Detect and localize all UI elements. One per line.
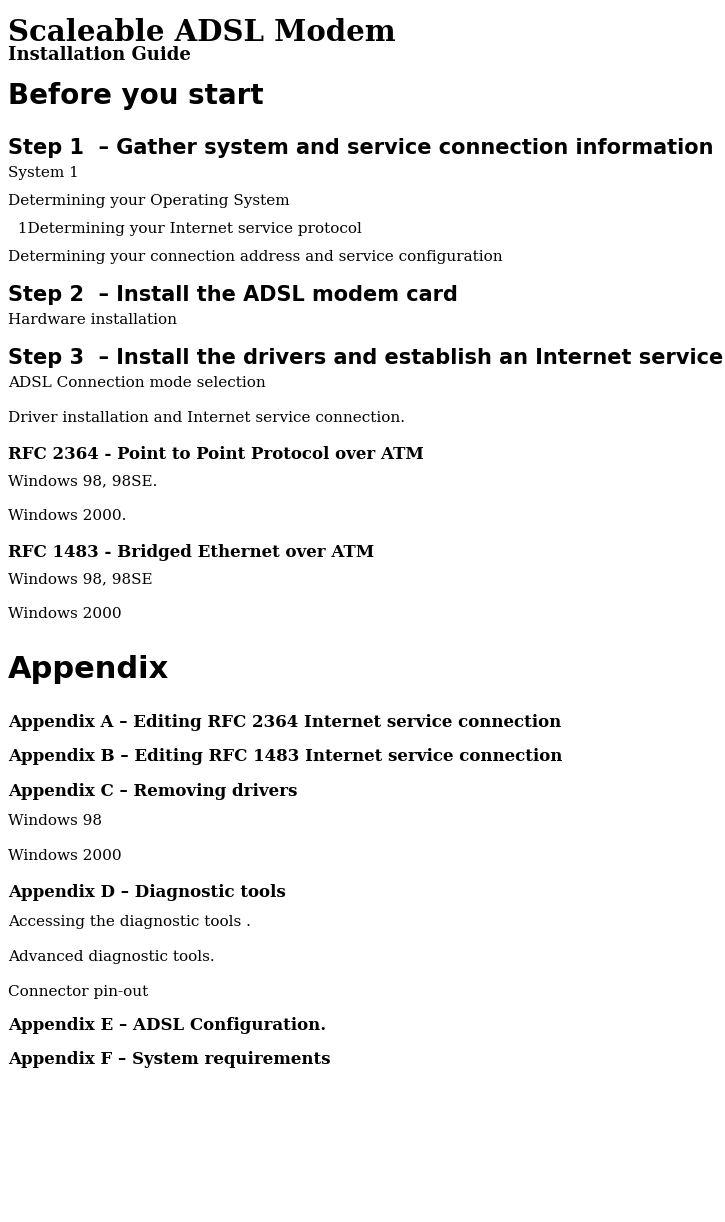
Text: Appendix D – Diagnostic tools: Appendix D – Diagnostic tools xyxy=(8,884,286,901)
Text: 1Determining your Internet service protocol: 1Determining your Internet service proto… xyxy=(8,222,362,236)
Text: Determining your Operating System: Determining your Operating System xyxy=(8,194,289,208)
Text: Advanced diagnostic tools.: Advanced diagnostic tools. xyxy=(8,949,215,964)
Text: Determining your connection address and service configuration: Determining your connection address and … xyxy=(8,251,502,264)
Text: Scaleable ADSL Modem: Scaleable ADSL Modem xyxy=(8,18,396,46)
Text: Windows 2000: Windows 2000 xyxy=(8,607,122,621)
Text: Windows 98: Windows 98 xyxy=(8,814,102,829)
Text: Installation Guide: Installation Guide xyxy=(8,46,191,64)
Text: Windows 2000: Windows 2000 xyxy=(8,849,122,863)
Text: Step 2  – Install the ADSL modem card: Step 2 – Install the ADSL modem card xyxy=(8,285,458,306)
Text: Appendix: Appendix xyxy=(8,655,169,684)
Text: Step 1  – Gather system and service connection information: Step 1 – Gather system and service conne… xyxy=(8,138,713,158)
Text: Windows 98, 98SE.: Windows 98, 98SE. xyxy=(8,474,157,488)
Text: System 1: System 1 xyxy=(8,166,79,180)
Text: Connector pin-out: Connector pin-out xyxy=(8,985,148,1000)
Text: Step 3  – Install the drivers and establish an Internet service connection: Step 3 – Install the drivers and establi… xyxy=(8,348,725,368)
Text: Accessing the diagnostic tools .: Accessing the diagnostic tools . xyxy=(8,915,251,929)
Text: Hardware installation: Hardware installation xyxy=(8,313,177,327)
Text: Appendix A – Editing RFC 2364 Internet service connection: Appendix A – Editing RFC 2364 Internet s… xyxy=(8,714,561,731)
Text: Appendix E – ADSL Configuration.: Appendix E – ADSL Configuration. xyxy=(8,1017,326,1034)
Text: Appendix F – System requirements: Appendix F – System requirements xyxy=(8,1051,331,1068)
Text: Appendix C – Removing drivers: Appendix C – Removing drivers xyxy=(8,783,297,800)
Text: RFC 2364 - Point to Point Protocol over ATM: RFC 2364 - Point to Point Protocol over … xyxy=(8,446,423,463)
Text: Appendix B – Editing RFC 1483 Internet service connection: Appendix B – Editing RFC 1483 Internet s… xyxy=(8,748,563,765)
Text: RFC 1483 - Bridged Ethernet over ATM: RFC 1483 - Bridged Ethernet over ATM xyxy=(8,544,374,561)
Text: Driver installation and Internet service connection.: Driver installation and Internet service… xyxy=(8,411,405,425)
Text: Before you start: Before you start xyxy=(8,82,264,110)
Text: ADSL Connection mode selection: ADSL Connection mode selection xyxy=(8,376,266,390)
Text: Windows 2000.: Windows 2000. xyxy=(8,510,126,523)
Text: Windows 98, 98SE: Windows 98, 98SE xyxy=(8,572,153,587)
